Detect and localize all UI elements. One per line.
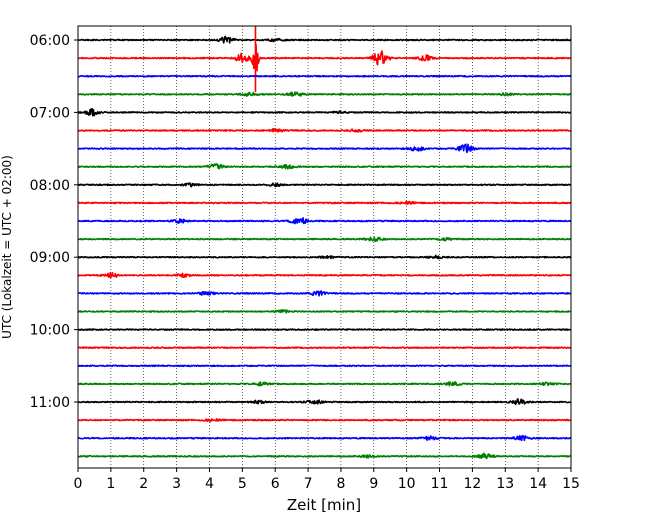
x-tick-label: 15: [562, 476, 580, 492]
y-tick-label: 10:00: [30, 323, 70, 339]
x-tick-label: 1: [106, 476, 115, 492]
trace-line: [77, 182, 572, 188]
x-tick-label: 4: [205, 476, 214, 492]
trace-line: [77, 452, 572, 460]
trace-line: [77, 35, 572, 44]
x-tick-label: 6: [271, 476, 280, 492]
y-axis-ticks: 06:00 07:00 08:00 09:00 10:00 11:00: [30, 33, 78, 411]
trace-line: [77, 163, 572, 170]
trace-line: [77, 143, 572, 154]
y-tick-label: 06:00: [30, 33, 70, 49]
trace-line: [77, 380, 572, 387]
trace-line: [77, 346, 572, 350]
trace-line: [77, 236, 572, 243]
trace-line: [77, 434, 572, 442]
trace-line: [77, 200, 572, 205]
x-tick-label: 9: [369, 476, 378, 492]
x-tick-label: 13: [496, 476, 514, 492]
x-axis-ticks: 0 1 2 3 4 5 6 7 8 9 10 11 12 13 14 15: [74, 468, 580, 492]
trace-line: [77, 74, 572, 78]
x-tick-label: 2: [139, 476, 148, 492]
x-tick-label: 12: [463, 476, 481, 492]
y-tick-label: 08:00: [30, 178, 70, 194]
trace-line: [77, 254, 572, 260]
x-tick-label: 8: [336, 476, 345, 492]
trace-group: [77, 26, 572, 460]
trace-line: [77, 108, 572, 117]
x-tick-label: 0: [74, 476, 83, 492]
trace-line: [77, 217, 572, 225]
trace-line: [77, 127, 572, 133]
x-tick-label: 11: [431, 476, 449, 492]
trace-line: [77, 364, 572, 368]
x-tick-label: 3: [172, 476, 181, 492]
x-axis-title: Zeit [min]: [287, 496, 361, 514]
trace-line: [77, 328, 572, 331]
y-axis-title: UTC (Lokalzeit = UTC + 02:00): [0, 155, 14, 339]
x-tick-label: 10: [398, 476, 416, 492]
y-tick-label: 11:00: [30, 395, 70, 411]
x-tick-label: 5: [238, 476, 247, 492]
x-tick-label: 7: [304, 476, 313, 492]
x-tick-label: 14: [529, 476, 547, 492]
trace-line: [77, 418, 572, 423]
y-tick-label: 07:00: [30, 105, 70, 121]
trace-line: [77, 91, 572, 97]
trace-line: [77, 309, 572, 314]
trace-line: [77, 43, 572, 72]
trace-line: [77, 290, 572, 297]
plot-frame: [77, 25, 572, 469]
trace-line: [77, 271, 572, 279]
y-tick-label: 09:00: [30, 250, 70, 266]
trace-line: [77, 398, 572, 406]
